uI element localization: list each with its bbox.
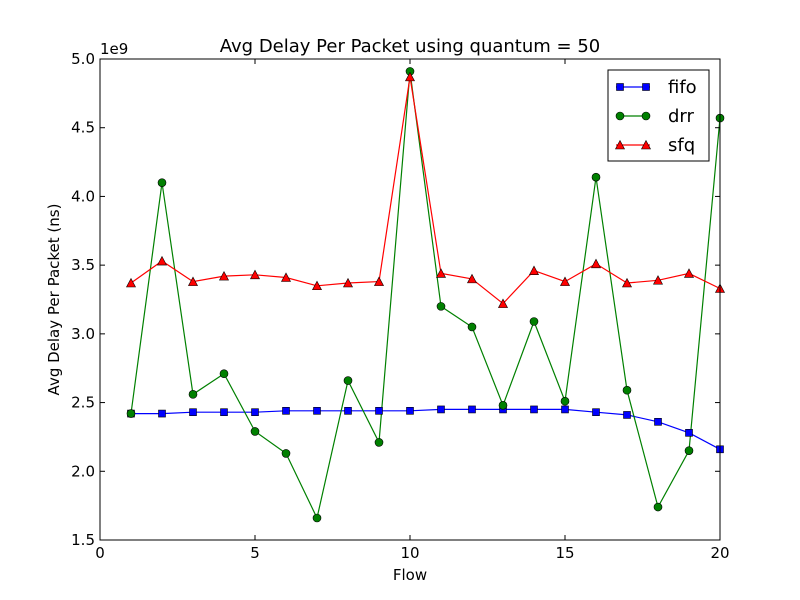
legend-marker-fifo <box>642 83 650 91</box>
x-tick-label: 0 <box>95 544 105 562</box>
data-point-drr <box>684 446 694 455</box>
data-point-fifo <box>561 405 569 414</box>
legend-marker-sfq <box>641 139 651 150</box>
legend-marker-sfq <box>615 139 625 150</box>
data-point-drr <box>281 449 291 458</box>
data-point-sfq <box>374 276 384 286</box>
y-tick-label: 3.5 <box>71 256 95 274</box>
data-point-drr <box>560 396 570 406</box>
data-point-fifo <box>530 405 538 414</box>
data-point-sfq <box>560 276 570 286</box>
x-tick-label: 5 <box>250 544 260 562</box>
data-point-drr <box>126 409 136 418</box>
y-tick-label: 3.0 <box>71 325 95 343</box>
legend-label-fifo: fifo <box>668 77 697 98</box>
data-point-fifo <box>220 408 228 416</box>
data-point-fifo <box>158 409 166 418</box>
data-point-fifo <box>592 408 600 416</box>
series-line-sfq <box>130 76 720 305</box>
data-point-sfq <box>405 71 415 82</box>
series-layer <box>130 71 720 520</box>
data-point-sfq <box>653 275 663 285</box>
data-point-drr <box>157 178 167 187</box>
legend-label-sfq: sfq <box>668 135 695 156</box>
data-point-sfq <box>312 280 322 291</box>
y-tick-label: 2.0 <box>71 462 95 480</box>
data-point-fifo <box>623 411 631 419</box>
series-line-fifo <box>131 408 720 450</box>
data-point-sfq <box>498 298 508 308</box>
data-point-drr <box>622 385 632 395</box>
data-point-sfq <box>467 273 477 284</box>
data-point-drr <box>188 390 198 399</box>
data-point-sfq <box>188 276 198 286</box>
y-tick-label: 1.5 <box>71 531 95 549</box>
chart-title: Avg Delay Per Packet using quantum = 50 <box>220 36 600 57</box>
series-line-drr <box>130 71 720 520</box>
data-point-drr <box>219 369 229 379</box>
legend: fifo drr sfq <box>607 69 710 162</box>
data-point-drr <box>374 438 384 447</box>
data-point-drr <box>250 427 260 436</box>
data-point-fifo <box>313 407 321 415</box>
data-point-drr <box>653 502 663 512</box>
data-point-drr <box>343 376 353 385</box>
data-point-sfq <box>684 268 694 278</box>
data-point-sfq <box>126 277 136 288</box>
data-point-drr <box>591 172 601 182</box>
x-axis-title: Flow <box>393 566 427 584</box>
x-tick-label: 20 <box>710 544 729 562</box>
y-tick-label: 2.5 <box>71 394 95 412</box>
y-offset-label: 1e9 <box>100 40 128 58</box>
data-point-sfq <box>250 269 260 280</box>
data-point-sfq <box>529 265 539 275</box>
ticks-layer: 0 5 10 15 20 1.5 2.0 2.5 3.0 3.5 4.0 4.5 5.0 <box>71 50 729 562</box>
data-point-fifo <box>654 418 662 426</box>
data-point-fifo <box>468 405 476 414</box>
data-point-fifo <box>282 407 290 415</box>
legend-marker-drr <box>641 111 651 121</box>
data-point-sfq <box>622 277 632 288</box>
data-point-sfq <box>591 258 601 269</box>
x-tick-label: 15 <box>555 544 574 562</box>
legend-marker-drr <box>615 111 625 121</box>
data-point-sfq <box>157 255 167 266</box>
legend-marker-fifo <box>616 83 624 91</box>
data-point-sfq <box>281 272 291 282</box>
legend-label-drr: drr <box>668 106 695 127</box>
data-point-drr <box>436 302 446 311</box>
data-point-sfq <box>436 268 446 278</box>
data-point-sfq <box>219 270 229 281</box>
data-point-fifo <box>375 407 383 415</box>
data-point-fifo <box>189 408 197 416</box>
data-point-fifo <box>685 429 693 437</box>
y-tick-label: 4.0 <box>71 187 95 205</box>
data-point-drr <box>312 513 322 523</box>
data-point-fifo <box>251 408 259 416</box>
y-axis-title: Avg Delay Per Packet (ns) <box>45 204 63 396</box>
data-point-drr <box>529 317 539 326</box>
data-point-fifo <box>344 407 352 415</box>
data-point-fifo <box>437 405 445 414</box>
data-point-drr <box>498 401 508 410</box>
y-tick-label: 4.5 <box>71 119 95 137</box>
data-point-drr <box>467 322 477 332</box>
data-point-sfq <box>343 277 353 288</box>
x-tick-label: 10 <box>400 544 419 562</box>
data-point-fifo <box>406 407 414 415</box>
y-tick-label: 5.0 <box>71 50 95 68</box>
